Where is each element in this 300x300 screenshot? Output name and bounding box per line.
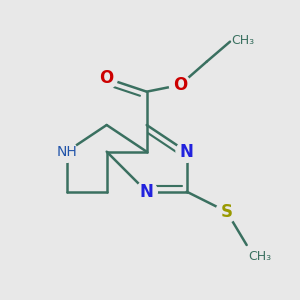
Text: NH: NH: [56, 145, 77, 159]
Text: CH₃: CH₃: [248, 250, 272, 263]
Circle shape: [216, 201, 237, 222]
Circle shape: [176, 141, 197, 162]
Text: CH₃: CH₃: [232, 34, 255, 46]
Circle shape: [96, 68, 117, 89]
Text: N: N: [180, 143, 194, 161]
Text: N: N: [140, 183, 154, 201]
Text: O: O: [100, 69, 114, 87]
Circle shape: [169, 74, 191, 96]
Circle shape: [136, 181, 157, 202]
Text: S: S: [221, 203, 233, 221]
Text: O: O: [173, 76, 187, 94]
Circle shape: [56, 141, 77, 162]
